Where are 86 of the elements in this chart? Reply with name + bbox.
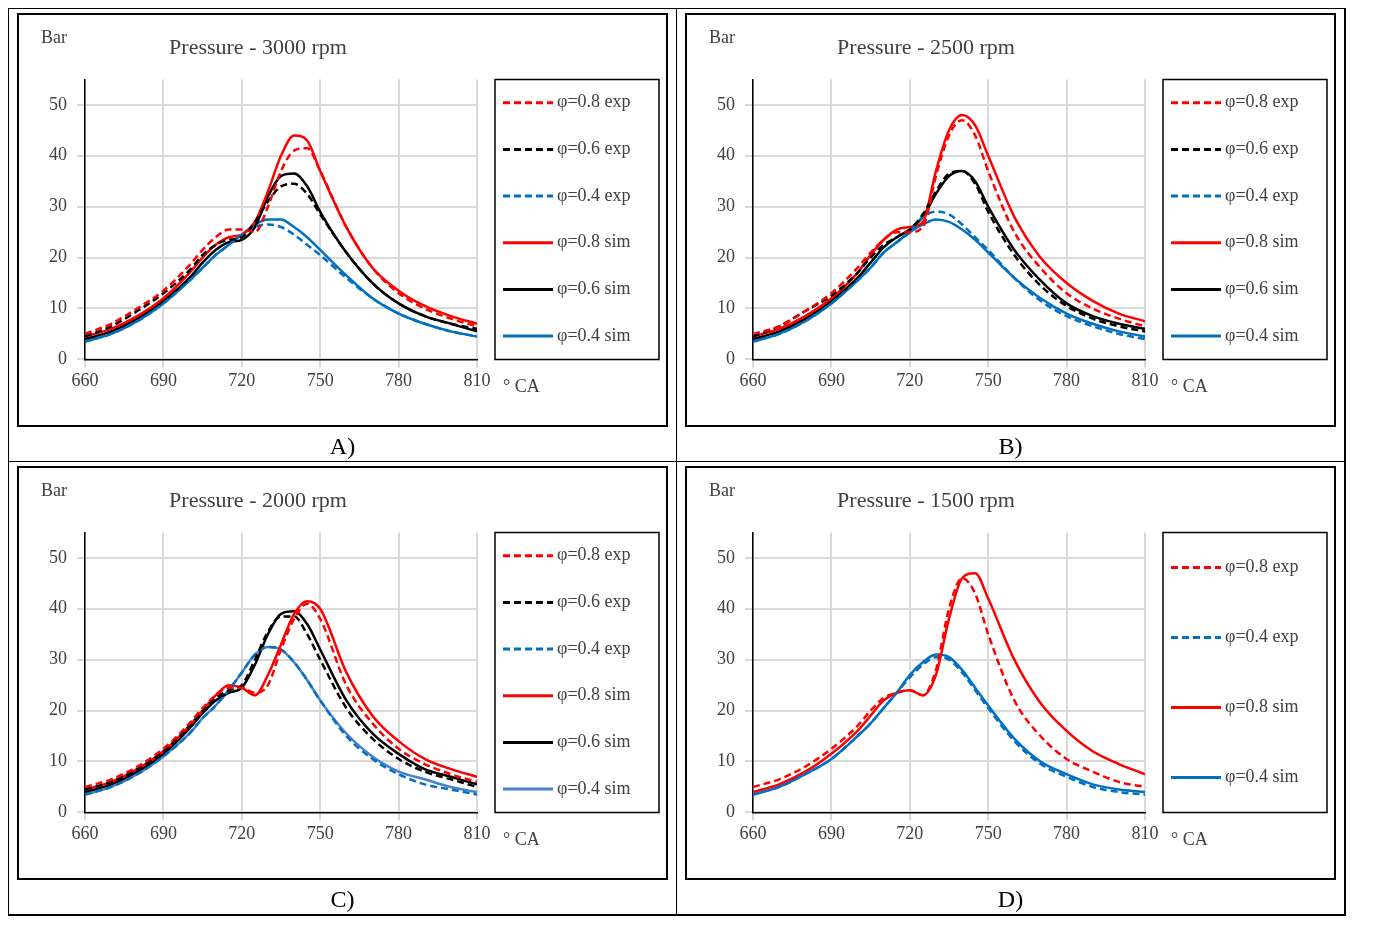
legend-label: φ=0.8 sim <box>1225 231 1299 252</box>
legend-label: φ=0.6 exp <box>557 591 631 612</box>
x-tick-label: 720 <box>228 369 256 390</box>
chart-title: Pressure - 2500 rpm <box>837 33 1015 59</box>
y-tick-label: 10 <box>717 750 735 771</box>
legend-label: φ=0.8 exp <box>557 91 631 112</box>
x-tick-label: 720 <box>896 369 924 390</box>
y-tick-label: 40 <box>49 597 67 618</box>
y-tick-label: 20 <box>717 246 735 267</box>
y-tick-label: 0 <box>58 348 67 369</box>
legend-label: φ=0.6 sim <box>1225 278 1299 299</box>
y-tick-label: 30 <box>717 648 735 669</box>
x-tick-label: 720 <box>228 822 256 843</box>
y-tick-label: 50 <box>717 93 735 114</box>
x-axis-title: ° CA <box>1171 376 1208 397</box>
x-axis-title: ° CA <box>503 376 540 397</box>
text: C) <box>329 885 356 914</box>
chart-title: Pressure - 1500 rpm <box>837 486 1015 512</box>
legend-label: φ=0.6 sim <box>557 731 631 752</box>
x-tick-label: 750 <box>306 369 334 390</box>
x-tick-label: 810 <box>463 369 491 390</box>
y-tick-label: 20 <box>49 699 67 720</box>
y-axis-title: Bar <box>709 479 735 500</box>
y-tick-label: 30 <box>49 195 67 216</box>
legend-label: φ=0.8 sim <box>557 684 631 705</box>
y-tick-label: 0 <box>726 348 735 369</box>
x-tick-label: 690 <box>817 822 845 843</box>
x-tick-label: 810 <box>1131 369 1159 390</box>
y-tick-label: 50 <box>717 546 735 567</box>
x-tick-label: 780 <box>385 369 413 390</box>
legend-label: φ=0.6 exp <box>1225 138 1299 159</box>
x-tick-label: 750 <box>974 822 1002 843</box>
y-tick-label: 10 <box>49 297 67 318</box>
y-tick-label: 20 <box>49 246 67 267</box>
legend-label: φ=0.8 exp <box>1225 556 1299 577</box>
y-tick-label: 0 <box>726 801 735 822</box>
x-tick-label: 780 <box>385 822 413 843</box>
chart-title: Pressure - 2000 rpm <box>169 486 347 512</box>
y-axis-title: Bar <box>709 26 735 47</box>
legend-label: φ=0.4 exp <box>557 637 631 658</box>
text: B) <box>997 432 1024 461</box>
y-axis-title: Bar <box>41 479 67 500</box>
y-tick-label: 40 <box>717 144 735 165</box>
x-axis-title: ° CA <box>503 829 540 850</box>
x-tick-label: 690 <box>149 822 177 843</box>
text: A) <box>328 432 357 461</box>
legend-label: φ=0.8 sim <box>557 231 631 252</box>
y-tick-label: 40 <box>717 597 735 618</box>
legend-label: φ=0.4 exp <box>1225 184 1299 205</box>
y-tick-label: 10 <box>49 750 67 771</box>
x-tick-label: 660 <box>71 822 99 843</box>
y-tick-label: 50 <box>49 546 67 567</box>
x-tick-label: 810 <box>1131 822 1159 843</box>
x-axis-title: ° CA <box>1171 829 1208 850</box>
x-tick-label: 750 <box>306 822 334 843</box>
y-tick-label: 50 <box>49 93 67 114</box>
y-tick-label: 0 <box>58 801 67 822</box>
chart-title: Pressure - 3000 rpm <box>169 33 347 59</box>
x-tick-label: 690 <box>817 369 845 390</box>
x-tick-label: 810 <box>463 822 491 843</box>
y-tick-label: 20 <box>717 699 735 720</box>
legend-label: φ=0.6 sim <box>557 278 631 299</box>
y-tick-label: 30 <box>49 648 67 669</box>
text: D) <box>996 885 1025 914</box>
x-tick-label: 690 <box>149 369 177 390</box>
legend-label: φ=0.8 sim <box>1225 696 1299 717</box>
legend-label: φ=0.4 exp <box>1225 626 1299 647</box>
x-tick-label: 660 <box>739 822 767 843</box>
x-tick-label: 780 <box>1053 822 1081 843</box>
legend-label: φ=0.8 exp <box>1225 91 1299 112</box>
x-tick-label: 720 <box>896 822 924 843</box>
legend-label: φ=0.4 sim <box>557 777 631 798</box>
legend-label: φ=0.4 exp <box>557 184 631 205</box>
legend-label: φ=0.4 sim <box>557 324 631 345</box>
x-tick-label: 780 <box>1053 369 1081 390</box>
x-tick-label: 660 <box>739 369 767 390</box>
legend-label: φ=0.4 sim <box>1225 766 1299 787</box>
y-axis-title: Bar <box>41 26 67 47</box>
y-tick-label: 10 <box>717 297 735 318</box>
x-tick-label: 750 <box>974 369 1002 390</box>
y-tick-label: 40 <box>49 144 67 165</box>
x-tick-label: 660 <box>71 369 99 390</box>
legend-label: φ=0.6 exp <box>557 138 631 159</box>
y-tick-label: 30 <box>717 195 735 216</box>
legend-label: φ=0.8 exp <box>557 544 631 565</box>
legend-label: φ=0.4 sim <box>1225 324 1299 345</box>
